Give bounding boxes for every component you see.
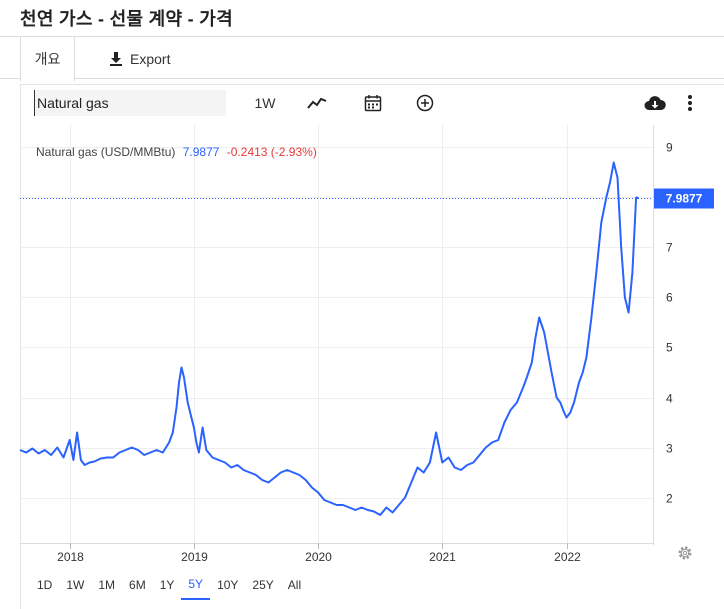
x-tick-label: 2020 [305, 550, 332, 564]
export-label: Export [130, 50, 171, 67]
download-button[interactable] [642, 90, 668, 116]
chart-grid [20, 125, 653, 545]
y-tick-label: 4 [666, 392, 673, 406]
y-tick-label: 2 [666, 492, 673, 506]
last-value-badge: 7.9877 [654, 188, 714, 209]
x-tick-label: 2021 [429, 550, 456, 564]
range-button-1y[interactable]: 1Y [159, 578, 175, 592]
last-value-badge-label: 7.9877 [666, 192, 703, 206]
date-range-button[interactable] [360, 90, 386, 116]
tab-bar: 개요 Export [0, 36, 724, 81]
range-button-10y[interactable]: 10Y [217, 578, 239, 592]
x-tick-label: 2022 [554, 550, 581, 564]
export-button[interactable]: Export [108, 37, 170, 80]
range-button-25y[interactable]: 25Y [252, 578, 274, 592]
range-button-1d[interactable]: 1D [37, 578, 53, 592]
y-tick-label: 3 [666, 442, 673, 456]
series-line [19, 161, 639, 516]
add-indicator-button[interactable] [412, 90, 438, 116]
cloud-download-icon [644, 96, 666, 110]
legend-last-value: 7.9877 [183, 145, 220, 159]
y-tick-label: 6 [666, 291, 673, 305]
range-button-6m[interactable]: 6M [129, 578, 146, 592]
legend: Natural gas (USD/MMBtu) 7.9877 -0.2413 (… [36, 145, 317, 159]
search-input[interactable] [34, 90, 226, 116]
interval-button[interactable]: 1W [254, 95, 276, 111]
more-vert-icon [688, 95, 692, 111]
page-title: 천연 가스 - 선물 계약 - 가격 [20, 9, 233, 29]
range-button-1w[interactable]: 1W [66, 578, 85, 592]
y-tick-label: 7 [666, 241, 673, 255]
y-tick-label: 5 [666, 341, 673, 355]
x-axis: 2018 2019 2020 2021 2022 [57, 543, 581, 564]
x-tick-label: 2019 [181, 550, 208, 564]
last-value-badge-bg [654, 188, 714, 209]
chart-type-button[interactable] [304, 90, 330, 116]
tab-overview[interactable]: 개요 [20, 37, 75, 81]
settings-gear-icon[interactable] [677, 545, 693, 561]
y-tick-label: 9 [666, 141, 673, 155]
chart-toolbar: 1W [20, 84, 724, 122]
legend-name: Natural gas (USD/MMBtu) [36, 145, 175, 159]
x-tick-label: 2018 [57, 550, 84, 564]
range-button-all[interactable]: All [287, 578, 302, 592]
line-chart-icon [307, 97, 327, 109]
range-button-1m[interactable]: 1M [98, 578, 116, 592]
add-circle-icon [416, 94, 434, 112]
legend-change: -0.2413 (-2.93%) [227, 145, 317, 159]
chart-frame [20, 84, 724, 609]
range-button-5y[interactable]: 5Y [181, 570, 211, 600]
range-selector: 1D 1W 1M 6M 1Y 5Y 10Y 25Y All [30, 570, 308, 600]
more-menu-button[interactable] [682, 90, 698, 116]
download-icon [110, 51, 122, 66]
calendar-icon [364, 95, 382, 112]
